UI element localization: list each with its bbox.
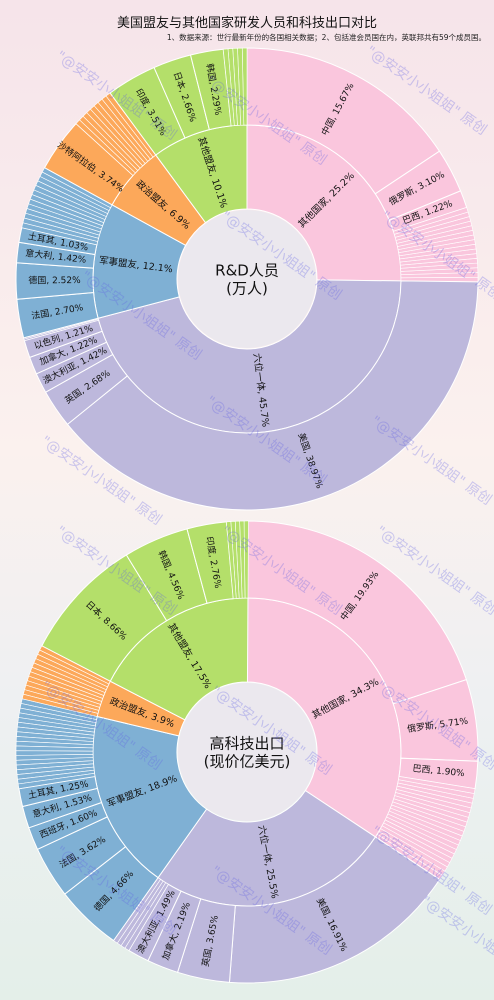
ring-outer-澳大利亚 — [128, 883, 182, 962]
ring-outer-英国 — [176, 898, 236, 983]
ring-outer-其他盟友-minor-slice — [226, 521, 237, 599]
center-circle — [178, 210, 316, 348]
ring-outer-政治盟友-minor-slice — [21, 693, 99, 717]
ring-outer-加拿大 — [29, 330, 108, 375]
ring-outer-韩国 — [189, 48, 232, 131]
ring-outer-巴西 — [388, 190, 468, 232]
ring-outer-其他盟友-minor-slice — [222, 48, 235, 127]
center-title-line: (现价亿美元) — [204, 753, 291, 771]
ring-outer-美国 — [228, 836, 441, 984]
ring-outer-土耳其 — [18, 227, 98, 256]
ring-outer-英国 — [44, 353, 129, 426]
leaf-label-德国: 德国, 2.52% — [28, 274, 81, 286]
ring-outer-土耳其 — [18, 775, 98, 808]
ring-outer-沙特阿拉伯 — [43, 122, 134, 206]
ring-outer-印度 — [109, 66, 186, 156]
ring-outer-六位一体-minor-slice — [23, 318, 99, 342]
center-title-line: (万人) — [226, 280, 268, 298]
ring-outer-政治盟友-minor-slice — [75, 119, 136, 176]
ring-outer-巴西 — [398, 757, 479, 790]
data-source-note: 1、数据来源：世行最新年份的各国相关数据；2、包括准会员国在内，英联邦共有59个… — [166, 33, 486, 42]
ring-outer-俄罗斯 — [374, 150, 462, 221]
ring-outer-澳大利亚 — [35, 341, 114, 393]
ring-outer-军事盟友-minor-slice — [21, 222, 98, 246]
leaf-label-巴西: 巴西, 1.90% — [412, 763, 466, 779]
ring-outer-美国 — [66, 280, 479, 511]
ring-outer-西班牙 — [28, 801, 108, 850]
ring-outer-韩国 — [125, 528, 208, 622]
ring-outer-意大利 — [16, 241, 96, 269]
ring-outer-其他国家-minor-slice — [398, 776, 476, 794]
ring-outer-其他国家-minor-slice — [393, 207, 469, 235]
ring-outer-德国 — [64, 845, 159, 942]
ring-outer-印度 — [186, 521, 234, 604]
ring-outer-意大利 — [21, 787, 103, 829]
ring-outer-加拿大 — [147, 890, 202, 973]
ring-outer-军事盟友-minor-slice — [17, 772, 96, 790]
center-title-line: 高科技出口 — [209, 735, 284, 753]
chart-title: 美国盟友与其他国家研发人员和科技出口对比 — [116, 16, 377, 31]
ring-outer-法国 — [36, 816, 127, 895]
ring-outer-德国 — [15, 262, 95, 300]
center-circle — [178, 683, 316, 821]
ring-outer-俄罗斯 — [392, 679, 479, 762]
ring-outer-以色列 — [23, 319, 103, 359]
ring-outer-日本 — [41, 554, 168, 682]
ring-outer-法国 — [16, 291, 99, 339]
ring-outer-六位一体-minor-slice — [124, 882, 169, 951]
center-title-line: R&D人员 — [215, 262, 279, 280]
